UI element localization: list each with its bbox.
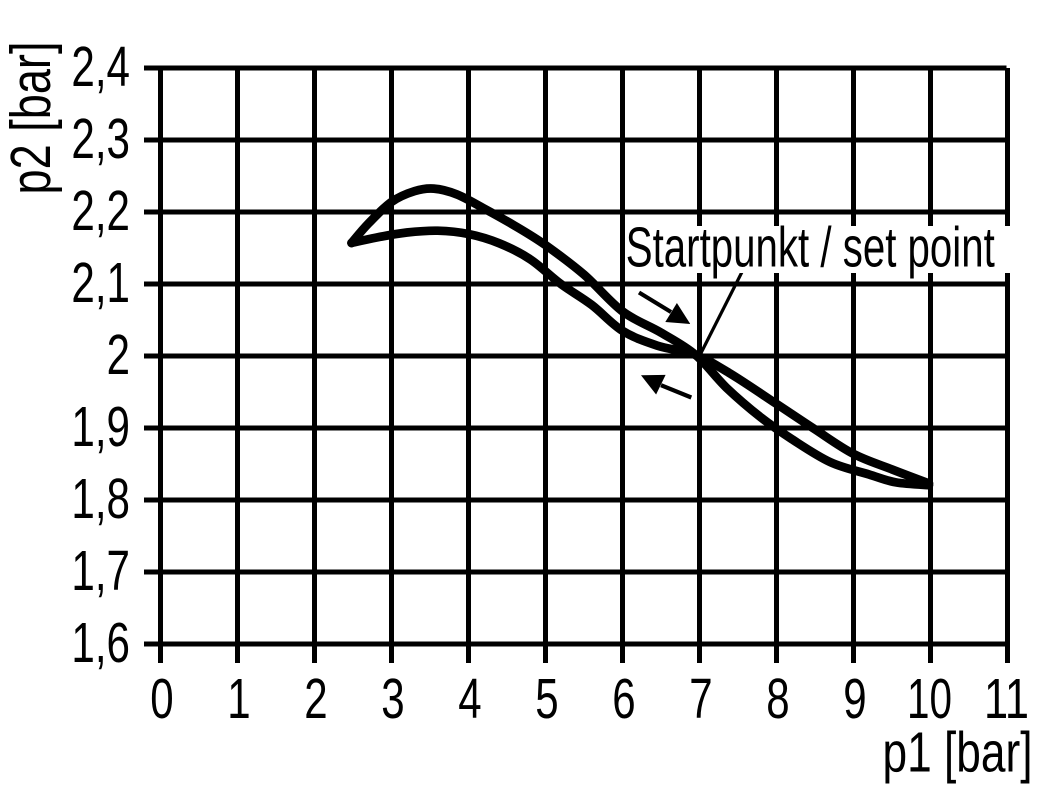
svg-text:4: 4 [458, 667, 481, 730]
svg-text:6: 6 [612, 667, 635, 730]
svg-text:1,9: 1,9 [71, 395, 130, 458]
svg-text:7: 7 [689, 667, 712, 730]
svg-text:3: 3 [381, 667, 404, 730]
svg-text:9: 9 [843, 667, 866, 730]
svg-text:2,3: 2,3 [71, 107, 130, 170]
svg-text:1: 1 [227, 667, 250, 730]
svg-text:2: 2 [304, 667, 327, 730]
svg-text:0: 0 [150, 667, 173, 730]
svg-text:10: 10 [907, 667, 952, 730]
svg-text:Startpunkt / set point: Startpunkt / set point [626, 216, 995, 279]
svg-text:2,4: 2,4 [71, 35, 130, 98]
svg-text:p2 [bar]: p2 [bar] [0, 42, 62, 195]
svg-text:11: 11 [984, 667, 1029, 730]
svg-text:5: 5 [535, 667, 558, 730]
svg-text:1,6: 1,6 [71, 611, 130, 674]
svg-text:2: 2 [107, 323, 130, 386]
svg-text:8: 8 [766, 667, 789, 730]
svg-text:1,7: 1,7 [71, 539, 130, 602]
svg-text:2,2: 2,2 [71, 179, 130, 242]
svg-text:2,1: 2,1 [71, 251, 130, 314]
svg-text:p1 [bar]: p1 [bar] [883, 721, 1033, 784]
svg-text:1,8: 1,8 [71, 467, 130, 530]
